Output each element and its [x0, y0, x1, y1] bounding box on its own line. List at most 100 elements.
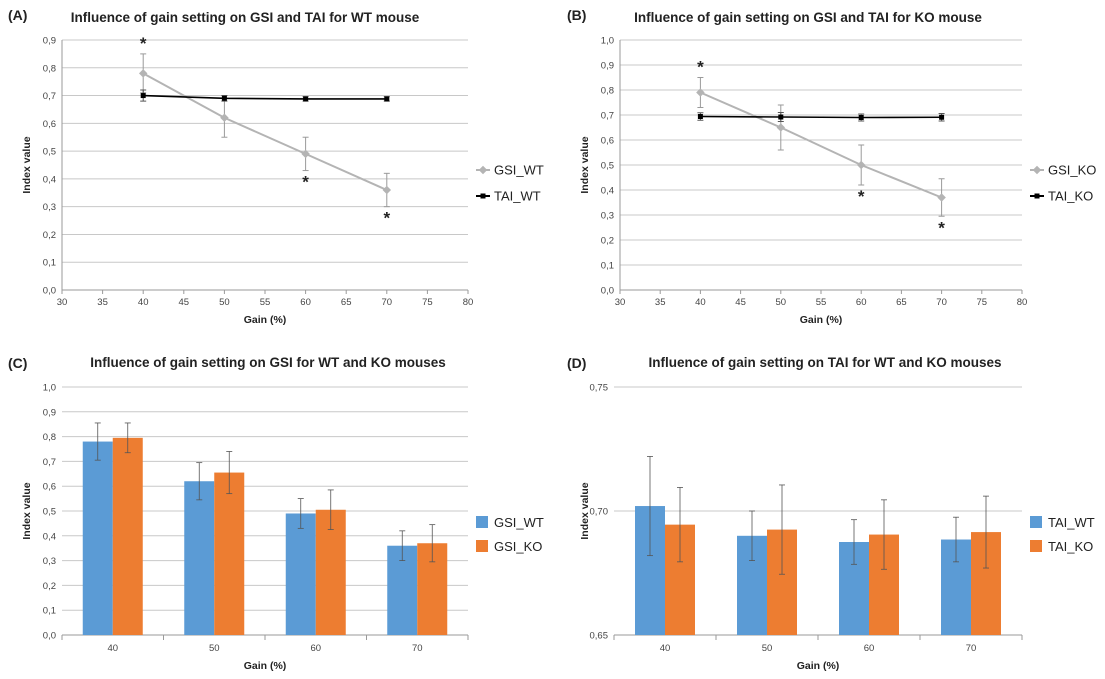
- panel-b-tai-ko-line: [700, 115, 942, 119]
- panel-c-title: Influence of gain setting on GSI for WT …: [90, 355, 446, 370]
- panel-c-gsi-ko-bar: [112, 437, 143, 635]
- panel-a-title: Influence of gain setting on GSI and TAI…: [71, 10, 420, 25]
- panel-b-tai-ko-legend-label: TAI_KO: [1048, 189, 1093, 204]
- panel-d-tai-ko-legend-label: TAI_KO: [1048, 539, 1093, 554]
- panel-b-significance-star: *: [697, 58, 704, 77]
- panel-a-tai-wt-legend-marker: [480, 193, 486, 199]
- panel-b-gsi-ko-point: [856, 160, 866, 170]
- panel-c-gsi-wt-bar: [82, 441, 113, 635]
- panel-b-ylabel: Index value: [579, 136, 591, 193]
- panel-c-ytick-label: 0,8: [43, 432, 56, 443]
- panel-b-ytick-label: 1,0: [601, 36, 614, 47]
- panel-d-tai-wt-legend-swatch: [1030, 516, 1042, 528]
- panel-c-ytick-label: 0,1: [43, 606, 56, 617]
- panel-a-gsi-wt-point: [220, 113, 229, 123]
- panel-b-gsi-ko-legend-label: GSI_KO: [1048, 163, 1096, 178]
- panel-a-ytick-label: 0,1: [43, 258, 56, 269]
- panel-a-xtick-label: 65: [341, 297, 352, 308]
- panel-b-ytick-label: 0,0: [601, 286, 614, 297]
- panel-a-ytick-label: 0,4: [43, 174, 56, 185]
- panel-a-xtick-label: 40: [138, 297, 149, 308]
- panel-d-ylabel: Index value: [579, 482, 591, 539]
- panel-b-xtick-label: 80: [1017, 297, 1028, 308]
- panel-a-tai-wt-point: [303, 96, 309, 102]
- panel-a-xlabel: Gain (%): [244, 314, 287, 326]
- panel-b-xtick-label: 60: [856, 297, 867, 308]
- panel-a-significance-star: *: [302, 173, 309, 192]
- panel-b-ytick-label: 0,1: [601, 261, 614, 272]
- panel-a-ylabel: Index value: [21, 136, 33, 193]
- panel-c-label: (C): [8, 355, 27, 371]
- panel-c-xlabel: Gain (%): [244, 660, 287, 672]
- panel-c-ytick-label: 0,6: [43, 482, 56, 493]
- panel-a-gsi-wt-point: [382, 185, 392, 195]
- panel-a-label: (A): [8, 7, 27, 23]
- panel-a-gsi-wt-point: [301, 149, 310, 159]
- panel-a-ytick-label: 0,9: [43, 36, 56, 47]
- panel-d-category-label: 40: [660, 643, 671, 654]
- panel-c-ylabel: Index value: [21, 482, 33, 539]
- panel-a-xtick-label: 80: [463, 297, 474, 308]
- panel-c-gsi-ko-legend-label: GSI_KO: [494, 539, 542, 554]
- panel-d-category-label: 70: [966, 643, 977, 654]
- panel-a-ytick-label: 0,0: [43, 286, 56, 297]
- panel-d-ytick-label: 0,75: [590, 383, 609, 394]
- panel-b-xtick-label: 55: [816, 297, 827, 308]
- panel-d-tai-ko-legend-swatch: [1030, 540, 1042, 552]
- panel-d-category-label: 60: [864, 643, 875, 654]
- panel-b-ytick-label: 0,7: [601, 111, 614, 122]
- panel-b-tai-ko-point: [939, 114, 945, 120]
- panel-a-xtick-label: 60: [300, 297, 311, 308]
- panel-b-ytick-label: 0,4: [601, 186, 614, 197]
- panel-c-ytick-label: 0,9: [43, 407, 56, 418]
- panel-b-significance-star: *: [858, 187, 865, 206]
- panel-c-ytick-label: 1,0: [43, 383, 56, 394]
- panel-a-ytick-label: 0,6: [43, 119, 56, 130]
- panel-c-category-label: 40: [107, 643, 118, 654]
- panel-a-ytick-label: 0,5: [43, 147, 56, 158]
- panel-b-xtick-label: 40: [695, 297, 706, 308]
- panel-b-ytick-label: 0,5: [601, 161, 614, 172]
- panel-a-significance-star: *: [383, 209, 390, 228]
- panel-b-ytick-label: 0,9: [601, 61, 614, 72]
- panel-b-xtick-label: 70: [936, 297, 947, 308]
- panel-a-tai-wt-line: [143, 94, 387, 100]
- panel-d-title: Influence of gain setting on TAI for WT …: [648, 355, 1001, 370]
- panel-a-xtick-label: 70: [382, 297, 393, 308]
- panel-c-category-label: 60: [310, 643, 321, 654]
- panel-a-xtick-label: 55: [260, 297, 271, 308]
- panel-c-ytick-label: 0,4: [43, 531, 56, 542]
- panel-b-ytick-label: 0,3: [601, 211, 614, 222]
- panel-a-ytick-label: 0,3: [43, 202, 56, 213]
- panel-b-xlabel: Gain (%): [800, 314, 843, 326]
- panel-b-xtick-label: 35: [655, 297, 666, 308]
- panel-a-gsi-wt-legend-label: GSI_WT: [494, 163, 544, 178]
- panel-a-xtick-label: 35: [97, 297, 108, 308]
- panel-b-xtick-label: 30: [615, 297, 626, 308]
- panel-c-gsi-wt-bar: [184, 481, 215, 635]
- panel-b-significance-star: *: [938, 218, 945, 237]
- panel-b-ytick-label: 0,8: [601, 86, 614, 97]
- panel-a-significance-star: *: [140, 34, 147, 53]
- panel-c-gsi-wt-bar: [285, 513, 316, 635]
- panel-b-tai-ko-point: [778, 114, 784, 120]
- panel-c-gsi-wt-legend-swatch: [476, 516, 488, 528]
- panel-d-label: (D): [567, 355, 586, 371]
- panel-a-xtick-label: 45: [179, 297, 190, 308]
- panel-b-xtick-label: 65: [896, 297, 907, 308]
- panel-d-ytick-label: 0,70: [590, 507, 609, 518]
- panel-c-ytick-label: 0,0: [43, 631, 56, 642]
- panel-d-category-label: 50: [762, 643, 773, 654]
- panel-c-category-label: 50: [209, 643, 220, 654]
- panel-a-tai-wt-point: [384, 96, 390, 102]
- panel-b-gsi-ko-legend-marker: [1032, 165, 1042, 175]
- panel-c-ytick-label: 0,7: [43, 457, 56, 468]
- panel-b-gsi-ko-line: [700, 91, 942, 199]
- panel-b-tai-ko-legend-marker: [1034, 193, 1040, 199]
- panel-c-ytick-label: 0,5: [43, 507, 56, 518]
- panel-d-ytick-label: 0,65: [590, 631, 609, 642]
- panel-b-ytick-label: 0,2: [601, 236, 614, 247]
- panel-a-ytick-label: 0,7: [43, 91, 56, 102]
- panel-c-gsi-wt-legend-label: GSI_WT: [494, 515, 544, 530]
